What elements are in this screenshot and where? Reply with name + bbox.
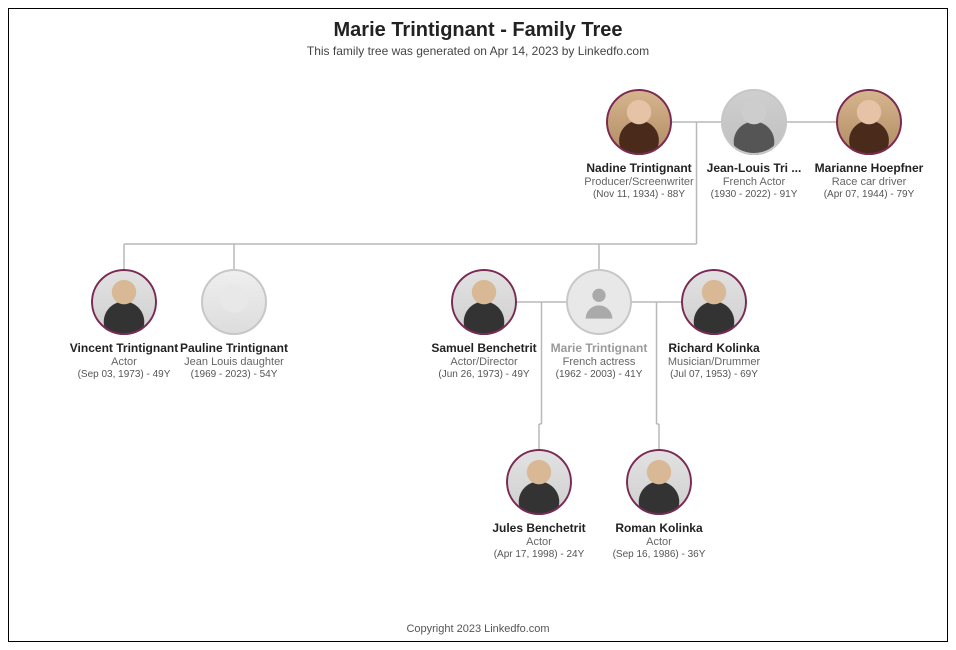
person-dates: (Apr 17, 1998) - 24Y (484, 549, 594, 560)
person-node-pauline[interactable]: Pauline TrintignantJean Louis daughter(1… (179, 269, 289, 380)
person-node-marianne[interactable]: Marianne HoepfnerRace car driver(Apr 07,… (814, 89, 924, 200)
person-dates: (1962 - 2003) - 41Y (544, 369, 654, 380)
person-dates: (1969 - 2023) - 54Y (179, 369, 289, 380)
frame: Marie Trintignant - Family Tree This fam… (8, 8, 948, 642)
footer-text: Copyright 2023 Linkedfo.com (9, 623, 947, 635)
avatar (506, 449, 572, 515)
person-name: Roman Kolinka (604, 521, 714, 535)
person-name: Nadine Trintignant (584, 161, 694, 175)
avatar (681, 269, 747, 335)
person-role: Musician/Drummer (659, 356, 769, 368)
person-name: Jean-Louis Tri ... (699, 161, 809, 175)
person-role: Jean Louis daughter (179, 356, 289, 368)
person-dates: (Jul 07, 1953) - 69Y (659, 369, 769, 380)
person-name: Samuel Benchetrit (429, 341, 539, 355)
person-role: French Actor (699, 176, 809, 188)
person-node-jules[interactable]: Jules BenchetritActor(Apr 17, 1998) - 24… (484, 449, 594, 560)
avatar (201, 269, 267, 335)
header: Marie Trintignant - Family Tree This fam… (9, 9, 947, 58)
person-node-richard[interactable]: Richard KolinkaMusician/Drummer(Jul 07, … (659, 269, 769, 380)
person-role: Actor/Director (429, 356, 539, 368)
avatar-placeholder-icon (566, 269, 632, 335)
person-dates: (Apr 07, 1944) - 79Y (814, 189, 924, 200)
person-role: Race car driver (814, 176, 924, 188)
person-dates: (Sep 16, 1986) - 36Y (604, 549, 714, 560)
page-subtitle: This family tree was generated on Apr 14… (9, 44, 947, 58)
person-dates: (Sep 03, 1973) - 49Y (69, 369, 179, 380)
person-role: French actress (544, 356, 654, 368)
person-name: Marianne Hoepfner (814, 161, 924, 175)
person-name: Richard Kolinka (659, 341, 769, 355)
person-name: Jules Benchetrit (484, 521, 594, 535)
avatar (721, 89, 787, 155)
person-node-roman[interactable]: Roman KolinkaActor(Sep 16, 1986) - 36Y (604, 449, 714, 560)
person-role: Actor (604, 536, 714, 548)
person-dates: (Jun 26, 1973) - 49Y (429, 369, 539, 380)
person-role: Actor (69, 356, 179, 368)
person-node-marie[interactable]: Marie TrintignantFrench actress(1962 - 2… (544, 269, 654, 380)
person-name: Marie Trintignant (544, 341, 654, 355)
person-name: Pauline Trintignant (179, 341, 289, 355)
avatar (626, 449, 692, 515)
person-dates: (1930 - 2022) - 91Y (699, 189, 809, 200)
person-node-vincent[interactable]: Vincent TrintignantActor(Sep 03, 1973) -… (69, 269, 179, 380)
person-role: Actor (484, 536, 594, 548)
tree-canvas: Nadine TrintignantProducer/Screenwriter(… (9, 69, 947, 611)
person-node-jeanlouis[interactable]: Jean-Louis Tri ...French Actor(1930 - 20… (699, 89, 809, 200)
avatar (451, 269, 517, 335)
person-node-samuel[interactable]: Samuel BenchetritActor/Director(Jun 26, … (429, 269, 539, 380)
person-name: Vincent Trintignant (69, 341, 179, 355)
avatar (836, 89, 902, 155)
person-dates: (Nov 11, 1934) - 88Y (584, 189, 694, 200)
avatar (91, 269, 157, 335)
page-title: Marie Trintignant - Family Tree (9, 19, 947, 42)
avatar (606, 89, 672, 155)
person-role: Producer/Screenwriter (584, 176, 694, 188)
person-node-nadine[interactable]: Nadine TrintignantProducer/Screenwriter(… (584, 89, 694, 200)
